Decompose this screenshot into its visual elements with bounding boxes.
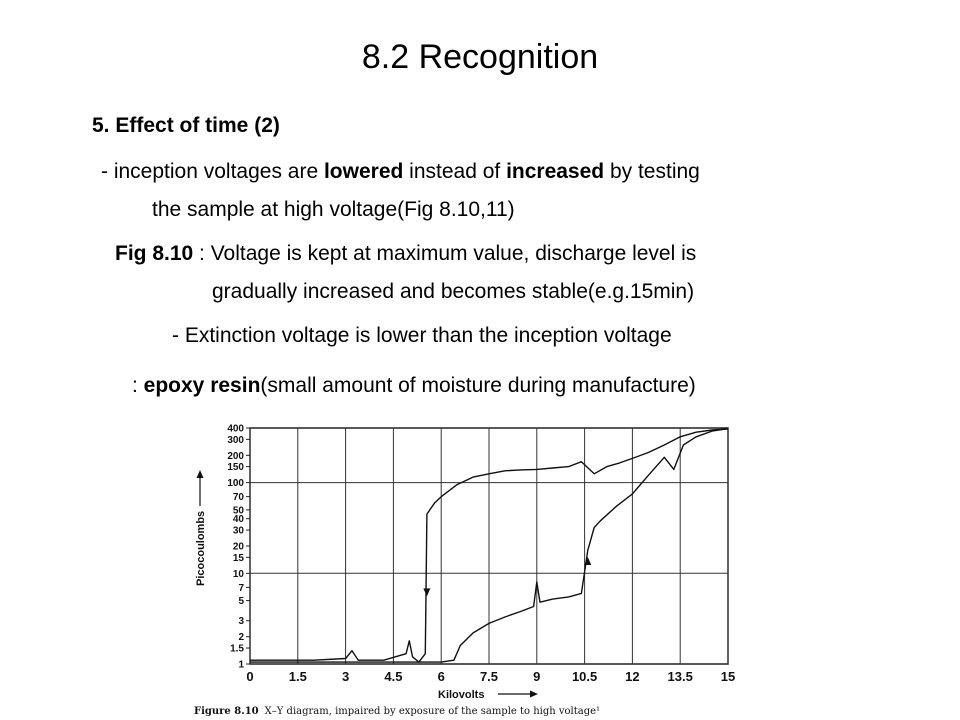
y-tick-label: 100 (227, 478, 244, 489)
bullet-inception-voltages-continuation: the sample at high voltage(Fig 8.10,11) (152, 198, 515, 221)
x-tick-label: 12 (625, 669, 639, 684)
y-tick-label: 150 (227, 462, 244, 473)
x-axis-label: Kilovolts (438, 689, 484, 701)
x-tick-label: 9 (533, 669, 540, 684)
y-tick-label: 5 (238, 596, 244, 607)
y-tick-label: 1.5 (230, 644, 244, 655)
y-tick-label: 20 (233, 542, 245, 553)
x-tick-label: 0 (246, 669, 253, 684)
x-tick-labels: 0 1.5 3 4.5 6 7.5 9 10.5 12 13.5 15 (246, 669, 735, 684)
series-line-1 (250, 428, 729, 663)
y-axis-label: Picocoulombs (195, 511, 207, 586)
bullet-extinction-voltage: - Extinction voltage is lower than the i… (172, 324, 672, 347)
x-axis-arrow-head (530, 690, 538, 698)
bullet-inception-voltages: - inception voltages are lowered instead… (101, 160, 700, 183)
chart-series (250, 427, 729, 663)
arrow-up-marker (584, 557, 592, 566)
y-tick-label: 2 (238, 632, 244, 643)
figure-caption-label: Figure 8.10 (194, 706, 259, 717)
slide-title: 8.2 Recognition (361, 38, 599, 76)
y-tick-label: 7 (238, 583, 244, 594)
y-tick-label: 70 (233, 492, 245, 503)
x-tick-label: 7.5 (480, 669, 498, 684)
y-tick-label: 50 (233, 505, 245, 516)
y-tick-label: 15 (233, 553, 245, 564)
y-tick-label: 10 (233, 569, 245, 580)
section-heading: 5. Effect of time (2) (92, 114, 280, 137)
arrow-down-marker (423, 588, 431, 597)
fig-8-10-description-continuation: gradually increased and becomes stable(e… (212, 280, 695, 303)
x-tick-label: 13.5 (668, 669, 693, 684)
y-tick-label: 300 (227, 435, 244, 446)
x-tick-label: 1.5 (289, 669, 307, 684)
y-tick-label: 3 (238, 616, 244, 627)
figure-caption: Figure 8.10 X–Y diagram, impaired by expo… (194, 706, 600, 717)
fig-8-10-description: Fig 8.10 : Voltage is kept at maximum va… (115, 242, 697, 265)
y-tick-label: 1 (238, 660, 244, 671)
x-tick-label: 10.5 (572, 669, 597, 684)
x-tick-label: 15 (721, 669, 735, 684)
y-tick-label: 40 (233, 514, 245, 525)
bullet-epoxy-resin: : epoxy resin(small amount of moisture d… (132, 374, 696, 397)
x-tick-label: 6 (438, 669, 445, 684)
chart-grid (196, 427, 729, 698)
figure-caption-text: X–Y diagram, impaired by exposure of the… (265, 706, 600, 717)
y-tick-label: 200 (227, 451, 244, 462)
y-tick-label: 400 (227, 424, 244, 435)
x-tick-label: 4.5 (384, 669, 402, 684)
y-tick-label: 30 (233, 526, 245, 537)
series-line-2 (250, 427, 729, 663)
y-axis-arrow-head (196, 470, 204, 478)
x-tick-label: 3 (342, 669, 349, 684)
